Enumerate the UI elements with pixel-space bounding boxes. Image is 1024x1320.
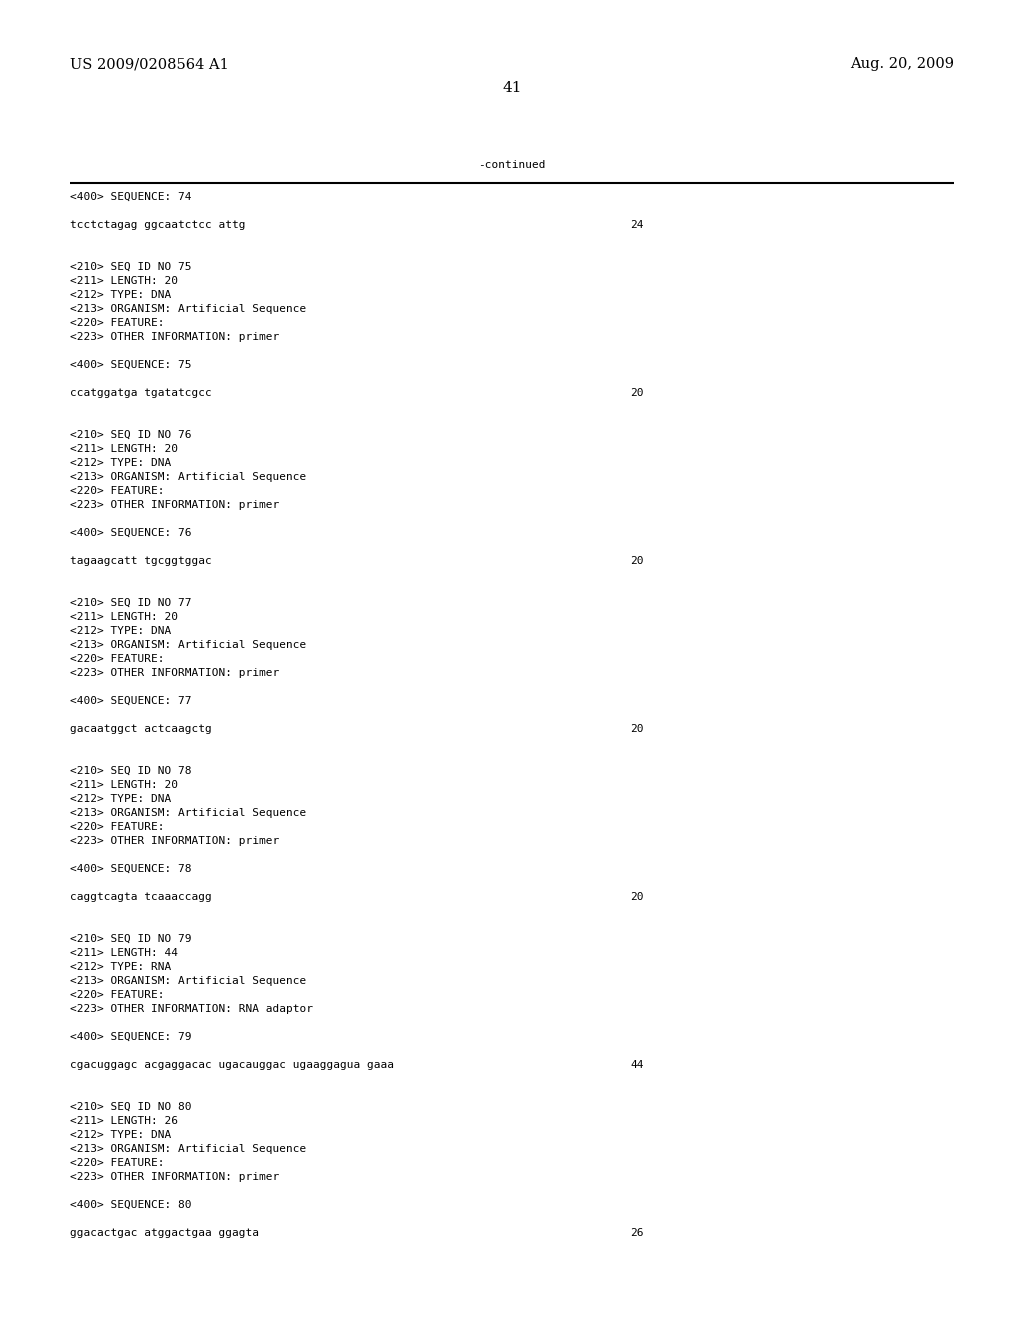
Text: tcctctagag ggcaatctcc attg: tcctctagag ggcaatctcc attg	[70, 220, 246, 230]
Text: <220> FEATURE:: <220> FEATURE:	[70, 1158, 165, 1168]
Text: <223> OTHER INFORMATION: primer: <223> OTHER INFORMATION: primer	[70, 333, 280, 342]
Text: <220> FEATURE:: <220> FEATURE:	[70, 822, 165, 832]
Text: 20: 20	[630, 388, 643, 399]
Text: <210> SEQ ID NO 80: <210> SEQ ID NO 80	[70, 1102, 191, 1111]
Text: <213> ORGANISM: Artificial Sequence: <213> ORGANISM: Artificial Sequence	[70, 473, 306, 482]
Text: <212> TYPE: DNA: <212> TYPE: DNA	[70, 626, 171, 636]
Text: <212> TYPE: DNA: <212> TYPE: DNA	[70, 290, 171, 300]
Text: <400> SEQUENCE: 76: <400> SEQUENCE: 76	[70, 528, 191, 539]
Text: 44: 44	[630, 1060, 643, 1071]
Text: <213> ORGANISM: Artificial Sequence: <213> ORGANISM: Artificial Sequence	[70, 1144, 306, 1154]
Text: 20: 20	[630, 723, 643, 734]
Text: <220> FEATURE:: <220> FEATURE:	[70, 653, 165, 664]
Text: <212> TYPE: RNA: <212> TYPE: RNA	[70, 962, 171, 972]
Text: <211> LENGTH: 26: <211> LENGTH: 26	[70, 1115, 178, 1126]
Text: <223> OTHER INFORMATION: primer: <223> OTHER INFORMATION: primer	[70, 1172, 280, 1181]
Text: <211> LENGTH: 20: <211> LENGTH: 20	[70, 444, 178, 454]
Text: US 2009/0208564 A1: US 2009/0208564 A1	[70, 57, 228, 71]
Text: <212> TYPE: DNA: <212> TYPE: DNA	[70, 1130, 171, 1140]
Text: ggacactgac atggactgaa ggagta: ggacactgac atggactgaa ggagta	[70, 1228, 259, 1238]
Text: <213> ORGANISM: Artificial Sequence: <213> ORGANISM: Artificial Sequence	[70, 808, 306, 818]
Text: <210> SEQ ID NO 78: <210> SEQ ID NO 78	[70, 766, 191, 776]
Text: <212> TYPE: DNA: <212> TYPE: DNA	[70, 795, 171, 804]
Text: 24: 24	[630, 220, 643, 230]
Text: caggtcagta tcaaaccagg: caggtcagta tcaaaccagg	[70, 892, 212, 902]
Text: 20: 20	[630, 892, 643, 902]
Text: <223> OTHER INFORMATION: primer: <223> OTHER INFORMATION: primer	[70, 500, 280, 510]
Text: Aug. 20, 2009: Aug. 20, 2009	[850, 57, 954, 71]
Text: ccatggatga tgatatcgcc: ccatggatga tgatatcgcc	[70, 388, 212, 399]
Text: <211> LENGTH: 20: <211> LENGTH: 20	[70, 612, 178, 622]
Text: <220> FEATURE:: <220> FEATURE:	[70, 318, 165, 327]
Text: gacaatggct actcaagctg: gacaatggct actcaagctg	[70, 723, 212, 734]
Text: <210> SEQ ID NO 79: <210> SEQ ID NO 79	[70, 935, 191, 944]
Text: <220> FEATURE:: <220> FEATURE:	[70, 486, 165, 496]
Text: <211> LENGTH: 44: <211> LENGTH: 44	[70, 948, 178, 958]
Text: <223> OTHER INFORMATION: RNA adaptor: <223> OTHER INFORMATION: RNA adaptor	[70, 1005, 313, 1014]
Text: <400> SEQUENCE: 75: <400> SEQUENCE: 75	[70, 360, 191, 370]
Text: 20: 20	[630, 556, 643, 566]
Text: <220> FEATURE:: <220> FEATURE:	[70, 990, 165, 1001]
Text: cgacuggagc acgaggacac ugacauggac ugaaggagua gaaa: cgacuggagc acgaggacac ugacauggac ugaagga…	[70, 1060, 394, 1071]
Text: <213> ORGANISM: Artificial Sequence: <213> ORGANISM: Artificial Sequence	[70, 975, 306, 986]
Text: 26: 26	[630, 1228, 643, 1238]
Text: <211> LENGTH: 20: <211> LENGTH: 20	[70, 276, 178, 286]
Text: <400> SEQUENCE: 79: <400> SEQUENCE: 79	[70, 1032, 191, 1041]
Text: <223> OTHER INFORMATION: primer: <223> OTHER INFORMATION: primer	[70, 836, 280, 846]
Text: <211> LENGTH: 20: <211> LENGTH: 20	[70, 780, 178, 789]
Text: tagaagcatt tgcggtggac: tagaagcatt tgcggtggac	[70, 556, 212, 566]
Text: <213> ORGANISM: Artificial Sequence: <213> ORGANISM: Artificial Sequence	[70, 304, 306, 314]
Text: -continued: -continued	[478, 160, 546, 170]
Text: <212> TYPE: DNA: <212> TYPE: DNA	[70, 458, 171, 469]
Text: <210> SEQ ID NO 77: <210> SEQ ID NO 77	[70, 598, 191, 609]
Text: <400> SEQUENCE: 78: <400> SEQUENCE: 78	[70, 865, 191, 874]
Text: <210> SEQ ID NO 75: <210> SEQ ID NO 75	[70, 261, 191, 272]
Text: <400> SEQUENCE: 77: <400> SEQUENCE: 77	[70, 696, 191, 706]
Text: <213> ORGANISM: Artificial Sequence: <213> ORGANISM: Artificial Sequence	[70, 640, 306, 649]
Text: <210> SEQ ID NO 76: <210> SEQ ID NO 76	[70, 430, 191, 440]
Text: <400> SEQUENCE: 74: <400> SEQUENCE: 74	[70, 191, 191, 202]
Text: <223> OTHER INFORMATION: primer: <223> OTHER INFORMATION: primer	[70, 668, 280, 678]
Text: 41: 41	[502, 81, 522, 95]
Text: <400> SEQUENCE: 80: <400> SEQUENCE: 80	[70, 1200, 191, 1210]
